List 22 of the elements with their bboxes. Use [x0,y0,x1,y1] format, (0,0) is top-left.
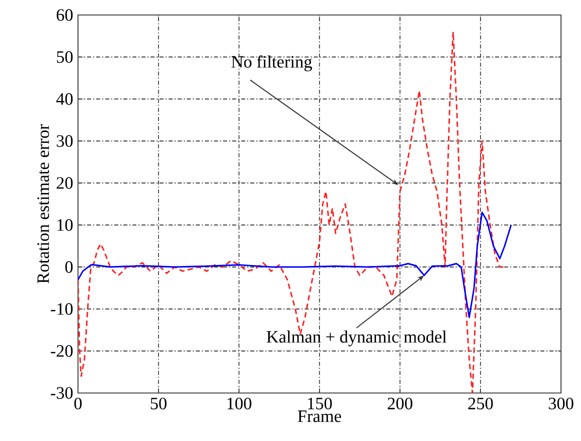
y-tick-label: 20 [56,177,73,189]
x-tick-label: 0 [74,398,82,410]
y-tick-label: 30 [56,135,73,147]
y-axis-title: Rotation estimate error [37,124,50,284]
y-tick-label: -20 [50,345,73,357]
y-tick-label: 60 [56,9,73,21]
y-tick-label: 50 [56,51,73,63]
x-tick-label: 250 [468,398,493,410]
x-tick-label: 50 [150,398,167,410]
y-tick-label: 0 [65,261,73,273]
x-tick-label: 100 [228,398,252,410]
y-tick-label: 10 [57,219,73,231]
annotation: No filtering [231,55,312,72]
x-axis-title: Frame [298,410,342,422]
y-tick-label: -10 [50,303,73,315]
annotation: Kalman + dynamic model [266,330,447,346]
x-tick-label: 200 [388,398,412,410]
y-tick-label: 40 [56,93,73,105]
line-series [78,212,512,318]
y-tick-label: -30 [50,387,73,399]
x-tick-label: 150 [308,398,332,410]
x-tick-label: 300 [548,398,574,410]
